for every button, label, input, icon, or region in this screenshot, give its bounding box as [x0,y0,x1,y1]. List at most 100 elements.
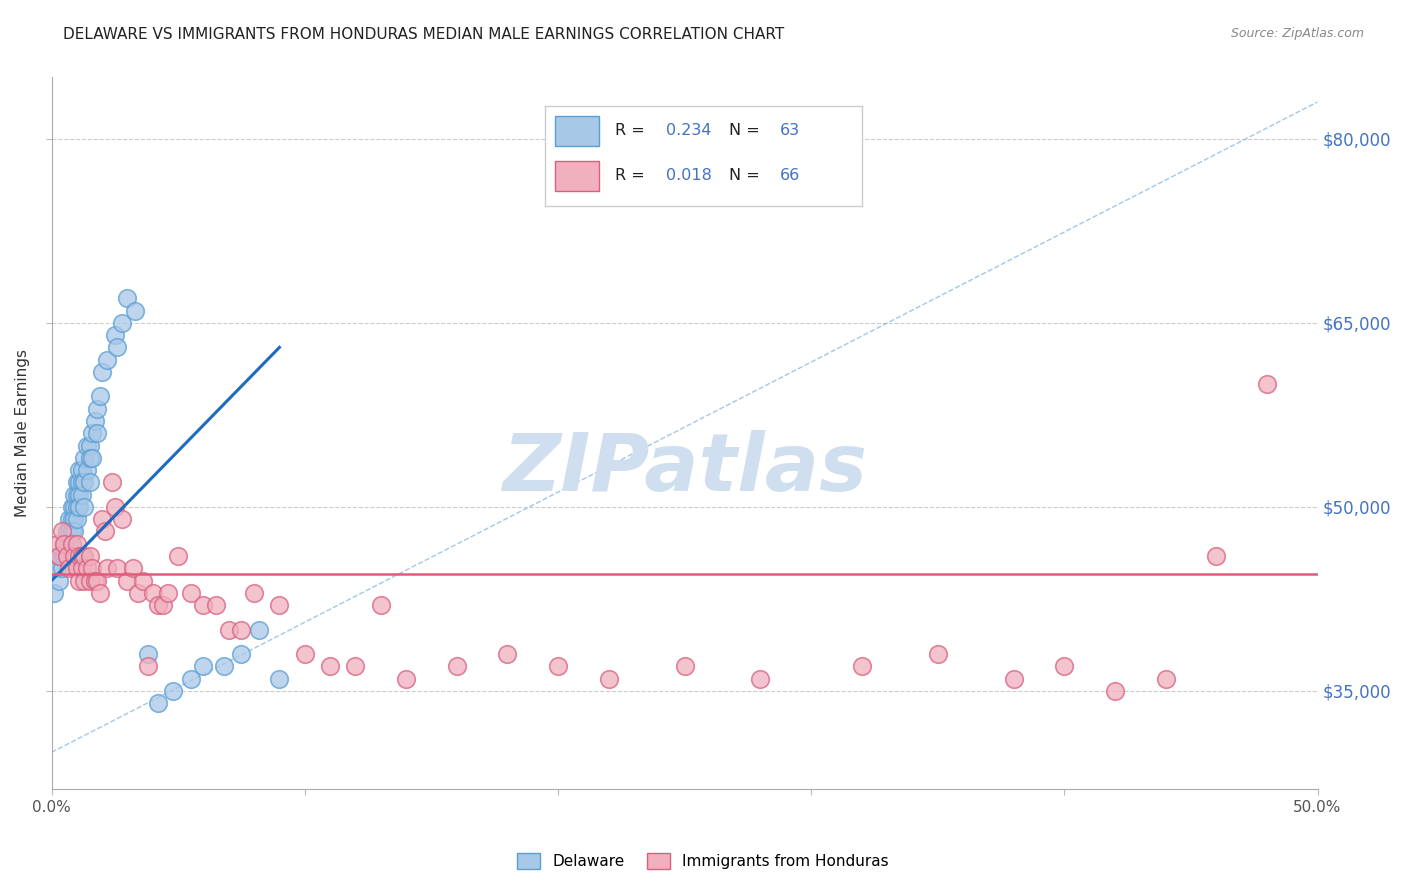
Point [117,574,139,588]
Point [142,586,165,600]
Point [111,316,134,330]
Point [851,659,873,673]
Point [60,524,83,539]
Point [1053,659,1076,673]
Point [79,549,101,563]
Point [70,488,93,502]
Point [105,561,128,575]
Point [51,549,73,563]
Point [104,328,127,343]
Point [193,659,215,673]
Point [673,659,696,673]
Point [193,598,215,612]
Point [1002,672,1025,686]
Point [55,524,77,539]
Point [91,512,114,526]
Point [67,488,90,502]
Point [51,561,73,575]
Point [1256,377,1278,392]
Point [86,574,108,588]
Point [80,561,103,575]
Point [63,512,86,526]
Point [1205,549,1227,563]
Point [749,672,772,686]
Point [73,475,96,490]
Point [1154,672,1177,686]
Point [124,303,146,318]
Text: DELAWARE VS IMMIGRANTS FROM HONDURAS MEDIAN MALE EARNINGS CORRELATION CHART: DELAWARE VS IMMIGRANTS FROM HONDURAS MED… [63,27,785,42]
Point [121,561,143,575]
Point [96,352,118,367]
Point [73,574,96,588]
Point [156,586,179,600]
Point [212,659,235,673]
Point [76,463,98,477]
Point [136,647,159,661]
Text: Source: ZipAtlas.com: Source: ZipAtlas.com [1230,27,1364,40]
Point [243,586,266,600]
Point [131,574,153,588]
Point [167,549,190,563]
Point [60,537,83,551]
Point [45,561,67,575]
Point [42,586,65,600]
Point [53,549,76,563]
Point [136,659,159,673]
Point [66,488,89,502]
Point [58,512,80,526]
Point [55,537,77,551]
Point [55,549,77,563]
Point [79,450,101,465]
Point [231,647,253,661]
Point [73,500,96,514]
Point [51,524,73,539]
Point [117,291,139,305]
Point [63,488,86,502]
Point [79,574,101,588]
Text: ZIPatlas: ZIPatlas [502,430,868,508]
Point [48,549,70,563]
Point [67,463,90,477]
Point [53,537,76,551]
Point [319,659,342,673]
Point [96,561,118,575]
Point [86,401,108,416]
Point [180,586,202,600]
Point [48,574,70,588]
Point [66,537,89,551]
Point [70,475,93,490]
Point [1104,684,1126,698]
Point [67,500,90,514]
Point [60,500,83,514]
Point [60,512,83,526]
Point [80,450,103,465]
Point [67,574,90,588]
Point [73,450,96,465]
Point [127,586,149,600]
Point [73,549,96,563]
Point [101,475,124,490]
Point [496,647,519,661]
Point [45,537,67,551]
Point [446,659,468,673]
Point [205,598,228,612]
Point [66,475,89,490]
Point [58,537,80,551]
Point [89,586,111,600]
Point [80,426,103,441]
Point [294,647,316,661]
Point [66,561,89,575]
Point [93,524,115,539]
Point [247,623,270,637]
Point [70,561,93,575]
Point [927,647,949,661]
Point [344,659,367,673]
Point [547,659,569,673]
Point [105,340,128,354]
Point [79,475,101,490]
Point [598,672,620,686]
Point [231,623,253,637]
Point [63,500,86,514]
Point [48,549,70,563]
Point [70,549,93,563]
